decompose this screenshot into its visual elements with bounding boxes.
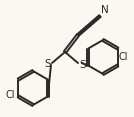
Text: Cl: Cl bbox=[6, 90, 15, 99]
Text: S: S bbox=[44, 59, 51, 69]
Text: N: N bbox=[101, 5, 109, 15]
Text: S: S bbox=[79, 60, 86, 70]
Text: Cl: Cl bbox=[119, 51, 128, 62]
